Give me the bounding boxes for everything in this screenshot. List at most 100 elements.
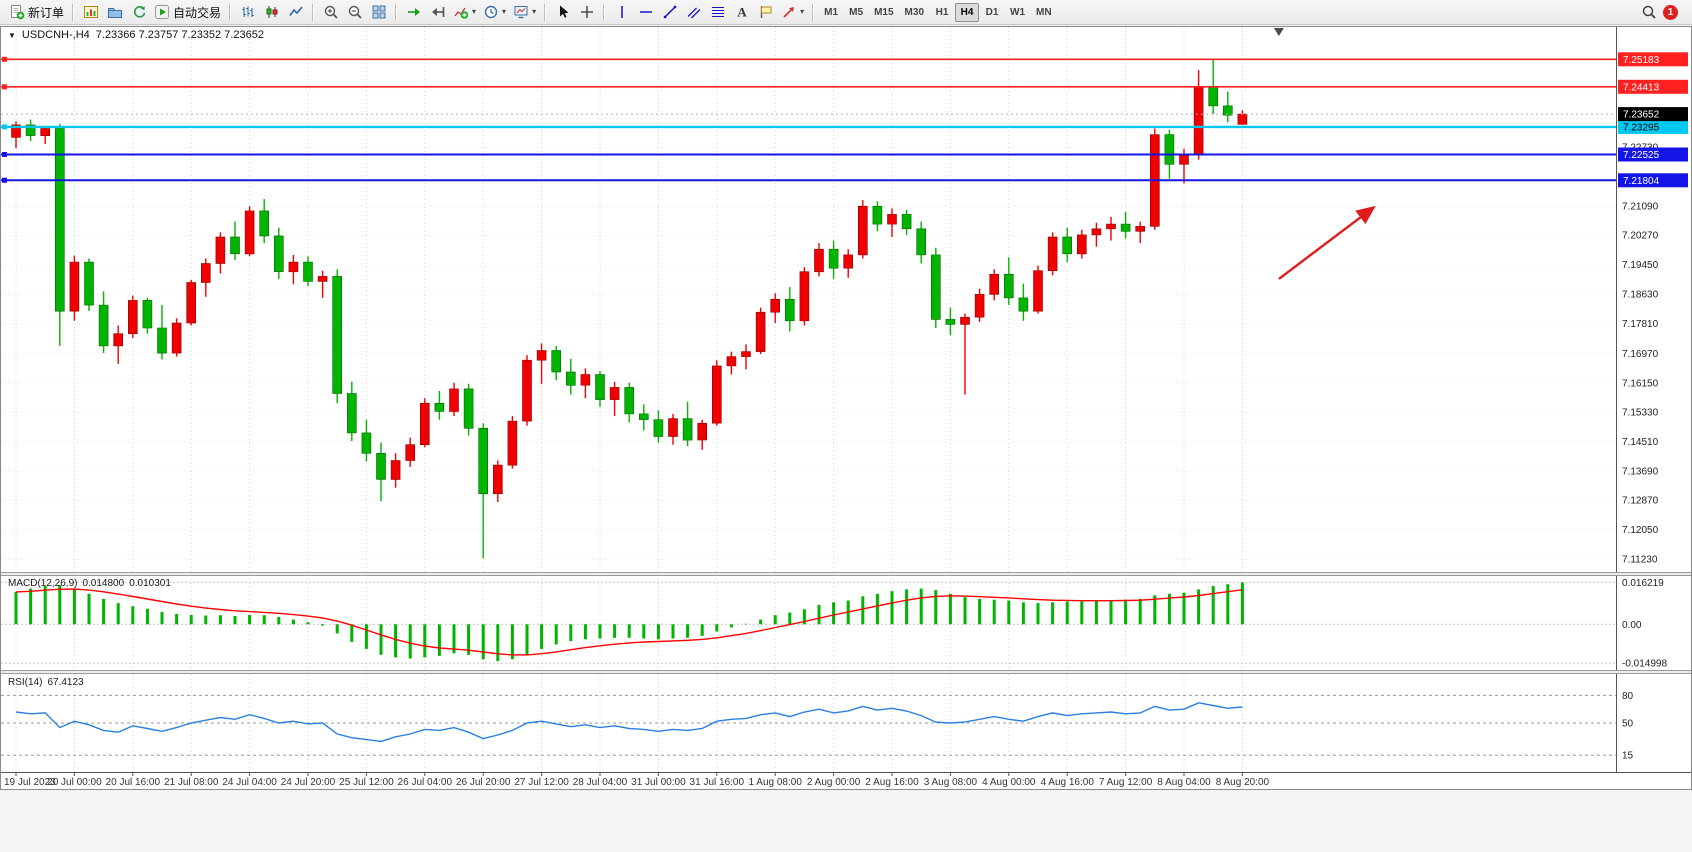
timeframe-m1-button[interactable]: M1 <box>819 3 843 22</box>
macd-histogram-bar <box>1021 602 1025 625</box>
timeframe-m15-button[interactable]: M15 <box>869 3 898 22</box>
horizontal-line-button[interactable] <box>634 2 657 23</box>
zoom-out-icon <box>347 4 363 20</box>
trend-arrow-annotation[interactable] <box>1278 205 1376 280</box>
tile-windows-icon <box>371 4 387 20</box>
macd-histogram-bar <box>686 624 690 638</box>
time-axis-label: 26 Jul 04:00 <box>398 777 453 788</box>
autotrading-button-label: 自动交易 <box>173 5 222 20</box>
candle-body <box>419 402 430 446</box>
panel-separator[interactable] <box>0 670 1692 674</box>
toolbar-separator <box>72 3 75 21</box>
refresh-button[interactable] <box>127 2 150 23</box>
candle-body <box>565 371 576 386</box>
macd-indicator-label: MACD(12,26,9) 0.014800 0.010301 <box>8 578 171 589</box>
candle-body <box>259 210 270 237</box>
trendline-button[interactable] <box>658 2 681 23</box>
macd-histogram-bar <box>496 624 500 661</box>
macd-histogram-bar <box>890 591 894 625</box>
timeframe-m30-button[interactable]: M30 <box>900 3 929 22</box>
macd-histogram-bar <box>87 593 91 625</box>
periods-button[interactable]: ▾ <box>480 2 509 23</box>
macd-layer <box>1 581 1616 664</box>
line-handle[interactable] <box>2 124 7 130</box>
chart-shift-button[interactable] <box>426 2 449 23</box>
collapse-chart-icon[interactable]: ▼ <box>8 30 16 40</box>
macd-histogram-bar <box>1051 602 1055 625</box>
macd-histogram-bar <box>437 624 441 656</box>
channel-button[interactable] <box>682 2 705 23</box>
crosshair-button[interactable] <box>575 2 598 23</box>
zoom-in-button[interactable] <box>319 2 342 23</box>
timeframe-h4-button[interactable]: H4 <box>955 2 979 22</box>
macd-histogram-bar <box>861 596 865 625</box>
macd-signal-value: 0.010301 <box>129 578 171 589</box>
zoom-out-button[interactable] <box>343 2 366 23</box>
line-chart-icon <box>288 4 304 20</box>
new-chart-button[interactable] <box>79 2 102 23</box>
price-axis-label: 7.18630 <box>1622 289 1659 300</box>
candlestick-icon <box>264 4 280 20</box>
line-handle[interactable] <box>2 84 7 90</box>
templates-button[interactable]: ▾ <box>510 2 539 23</box>
time-axis-label: 24 Jul 20:00 <box>281 777 336 788</box>
notification-badge[interactable]: 1 <box>1663 4 1678 20</box>
candlestick-button[interactable] <box>260 2 283 23</box>
macd-main-value: 0.014800 <box>82 578 125 589</box>
timeframe-h1-button[interactable]: H1 <box>930 3 954 22</box>
cursor-button[interactable] <box>551 2 574 23</box>
fibonacci-button[interactable] <box>706 2 729 23</box>
time-axis-label: 7 Aug 12:00 <box>1099 777 1153 788</box>
text-button[interactable]: A <box>730 2 753 23</box>
text-label-button[interactable] <box>754 2 777 23</box>
candle-body <box>551 350 562 373</box>
candle-body <box>1193 86 1204 155</box>
timeframe-w1-button[interactable]: W1 <box>1005 3 1030 22</box>
macd-histogram-bar <box>934 590 938 625</box>
timeframe-d1-button[interactable]: D1 <box>980 3 1004 22</box>
chart-shift-marker-icon[interactable] <box>1273 28 1284 36</box>
price-axis-label: 7.17810 <box>1622 319 1659 330</box>
search-icon <box>1641 4 1657 20</box>
new-order-button[interactable]: 新订单 <box>6 2 67 23</box>
price-axis-label: 7.20270 <box>1622 231 1659 242</box>
indicators-button[interactable]: ▾ <box>450 2 479 23</box>
timeframe-mn-button[interactable]: MN <box>1031 3 1057 22</box>
macd-histogram-bar <box>715 624 719 632</box>
bar-chart-icon <box>240 4 256 20</box>
line-handle[interactable] <box>2 56 7 62</box>
macd-histogram-bar <box>14 591 18 625</box>
candle-body <box>463 388 474 429</box>
profiles-button[interactable] <box>103 2 126 23</box>
chart-shift-icon <box>430 4 446 20</box>
search-button[interactable] <box>1637 2 1660 23</box>
macd-histogram-bar <box>175 613 179 625</box>
auto-scroll-button[interactable] <box>402 2 425 23</box>
candle-body <box>361 432 372 454</box>
line-handle[interactable] <box>2 152 7 157</box>
candle-body <box>230 236 240 255</box>
macd-histogram-bar <box>43 586 47 625</box>
autotrading-icon <box>154 4 170 20</box>
candle-body <box>901 214 912 229</box>
timeframe-m5-button[interactable]: M5 <box>844 3 868 22</box>
candle-body <box>784 298 795 322</box>
line-handle[interactable] <box>2 177 7 183</box>
macd-histogram-bar <box>773 615 777 625</box>
macd-histogram-bar <box>145 608 149 625</box>
chart-background <box>0 26 1692 790</box>
candle-body <box>186 282 196 324</box>
line-chart-button[interactable] <box>284 2 307 23</box>
arrows-button[interactable]: ▾ <box>778 2 807 23</box>
bar-chart-button[interactable] <box>236 2 259 23</box>
macd-histogram-bar <box>583 624 587 640</box>
macd-histogram-bar <box>160 611 164 625</box>
vertical-line-button[interactable] <box>610 2 633 23</box>
candle-body <box>201 263 211 283</box>
panel-separator[interactable] <box>0 572 1692 576</box>
tile-windows-button[interactable] <box>367 2 390 23</box>
autotrading-button[interactable]: 自动交易 <box>151 2 224 23</box>
candle-body <box>507 420 518 466</box>
